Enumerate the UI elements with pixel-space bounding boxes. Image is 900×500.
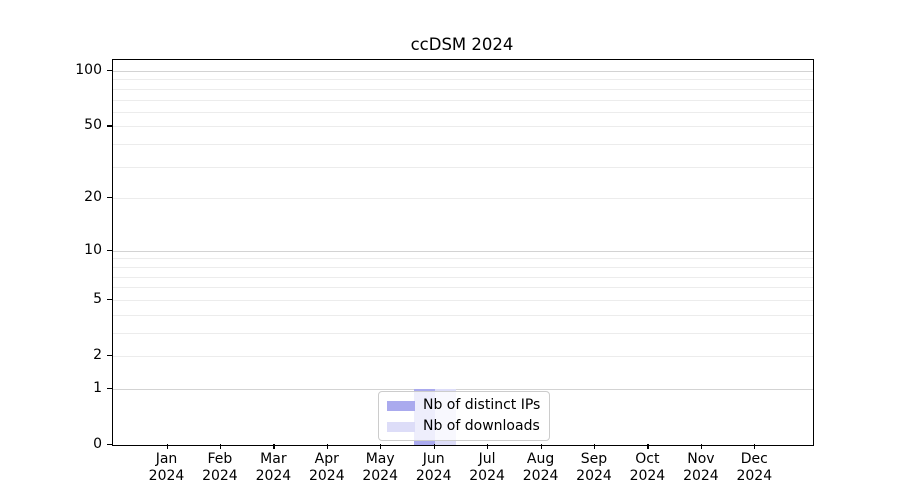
major-gridline (113, 71, 813, 72)
x-axis-tick-label: Jun 2024 (402, 451, 466, 485)
y-axis-tick-label: 20 (84, 189, 102, 206)
x-axis-tick-label: Sep 2024 (562, 451, 626, 485)
minor-gridline (113, 88, 813, 90)
x-label-month: Apr (314, 451, 339, 467)
y-axis-tick-label: 0 (93, 436, 102, 452)
x-axis-tick-label: Jan 2024 (135, 451, 199, 485)
x-label-month: Jun (422, 451, 445, 467)
y-axis-tick-label: 10 (84, 241, 102, 258)
x-label-year: 2024 (148, 468, 185, 484)
x-tick-mark (433, 444, 435, 449)
x-axis-tick-label: Jul 2024 (455, 451, 519, 485)
x-axis-tick-label: Aug 2024 (509, 451, 573, 485)
legend: Nb of distinct IPs Nb of downloads (378, 391, 551, 441)
legend-label-distinct-ips: Nb of distinct IPs (423, 397, 541, 413)
minor-gridline (113, 299, 813, 301)
x-axis-tick-label: Dec 2024 (722, 451, 786, 485)
y-axis-tick-label: 5 (93, 290, 102, 307)
x-axis-tick-label: May 2024 (348, 451, 412, 485)
x-label-year: 2024 (202, 468, 238, 484)
x-label-month: Aug (526, 451, 555, 467)
legend-label-downloads: Nb of downloads (423, 418, 540, 434)
minor-gridline (113, 276, 813, 278)
plot-area: Nb of distinct IPs Nb of downloads (112, 59, 814, 446)
x-tick-mark (273, 444, 275, 449)
minor-gridline (113, 314, 813, 316)
y-axis-tick-label: 1 (93, 379, 102, 396)
x-label-year: 2024 (522, 468, 559, 484)
minor-gridline (113, 99, 813, 101)
x-tick-mark (487, 444, 489, 449)
x-axis-tick-label: Oct 2024 (615, 451, 679, 485)
x-label-year: 2024 (736, 468, 773, 484)
y-tick-mark (107, 125, 112, 127)
x-tick-mark (166, 444, 168, 449)
minor-gridline (113, 287, 813, 289)
y-tick-mark (107, 444, 112, 446)
x-tick-mark (219, 444, 222, 449)
x-label-year: 2024 (629, 468, 666, 484)
x-label-month: Jan (155, 451, 178, 467)
x-label-year: 2024 (415, 468, 452, 484)
chart-title: ccDSM 2024 (410, 35, 514, 54)
y-axis-tick-label: 50 (84, 117, 102, 134)
x-label-month: Mar (260, 451, 287, 467)
legend-swatch-distinct-ips (387, 400, 415, 411)
minor-gridline (113, 111, 813, 113)
x-label-month: Feb (207, 451, 233, 467)
x-axis-tick-label: Mar 2024 (241, 451, 305, 485)
x-tick-mark (700, 444, 703, 449)
x-tick-mark (754, 444, 756, 449)
minor-gridline (113, 79, 813, 81)
x-label-month: Nov (687, 451, 715, 467)
x-axis-tick-label: Nov 2024 (669, 451, 733, 485)
x-label-month: Oct (635, 451, 660, 467)
x-label-month: May (365, 451, 395, 467)
minor-gridline (113, 332, 813, 334)
x-axis-tick-label: Apr 2024 (295, 451, 359, 485)
x-label-month: Dec (740, 451, 768, 467)
minor-gridline (113, 356, 813, 357)
x-label-month: Sep (580, 451, 608, 467)
x-label-year: 2024 (308, 468, 345, 484)
y-tick-mark (107, 249, 112, 251)
y-tick-mark (107, 197, 112, 199)
x-tick-mark (540, 444, 542, 449)
legend-item-distinct-ips: Nb of distinct IPs (387, 397, 540, 414)
minor-gridline (113, 126, 813, 128)
x-axis-tick-label: Feb 2024 (188, 451, 252, 485)
major-gridline (113, 388, 813, 390)
minor-gridline (113, 198, 813, 200)
x-label-year: 2024 (469, 468, 505, 484)
minor-gridline (113, 166, 813, 168)
legend-swatch-downloads (387, 421, 415, 432)
x-label-year: 2024 (362, 468, 398, 484)
x-label-year: 2024 (683, 468, 719, 484)
x-tick-mark (326, 444, 328, 449)
minor-gridline (113, 144, 813, 146)
minor-gridline (113, 266, 813, 268)
x-label-year: 2024 (576, 468, 612, 484)
x-tick-mark (647, 444, 649, 449)
major-gridline (113, 250, 813, 252)
y-tick-mark (107, 298, 112, 300)
legend-item-downloads: Nb of downloads (387, 418, 540, 435)
x-tick-mark (380, 444, 382, 449)
y-tick-mark (107, 355, 112, 357)
y-axis-tick-label: 100 (75, 62, 102, 78)
y-tick-mark (107, 387, 112, 389)
x-label-year: 2024 (255, 468, 292, 484)
y-axis-tick-label: 2 (93, 347, 102, 363)
minor-gridline (113, 258, 813, 260)
x-label-month: Jul (478, 451, 496, 467)
y-tick-mark (107, 70, 112, 72)
x-tick-mark (594, 444, 596, 449)
